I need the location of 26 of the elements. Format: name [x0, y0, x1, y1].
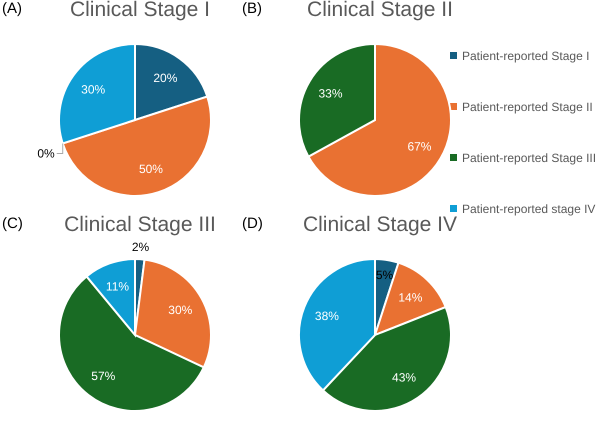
chart-title: Clinical Stage II: [306, 0, 454, 22]
legend-label: Patient-reported Stage II: [462, 100, 593, 114]
data-label: 57%: [91, 368, 116, 383]
data-label: 30%: [81, 82, 106, 97]
data-label: 50%: [138, 162, 164, 176]
legend-label: Patient-reported stage IV: [462, 202, 596, 216]
data-label: 5%: [376, 268, 394, 282]
chart-title: Clinical Stage IV: [302, 213, 458, 236]
text: (A): [2, 0, 22, 17]
legend-label: Patient-reported Stage I: [462, 48, 590, 62]
data-label: 20%: [153, 71, 178, 86]
data-label: 30%: [168, 303, 193, 318]
chart-title: Clinical Stage I: [68, 0, 212, 22]
text: (C): [2, 215, 23, 232]
data-label: 11%: [106, 279, 130, 294]
data-label: 33%: [318, 86, 343, 101]
data-label: 14%: [398, 290, 423, 304]
text: (B): [242, 0, 262, 17]
text: 0%: [37, 146, 55, 160]
text: (D): [242, 215, 263, 232]
data-label: 2%: [132, 240, 150, 254]
legend-label: Patient-reported Stage III: [462, 150, 596, 164]
data-label: 43%: [392, 370, 416, 385]
chart-title: Clinical Stage III: [63, 213, 217, 237]
data-label: 67%: [407, 139, 432, 154]
data-label: 38%: [314, 308, 340, 323]
